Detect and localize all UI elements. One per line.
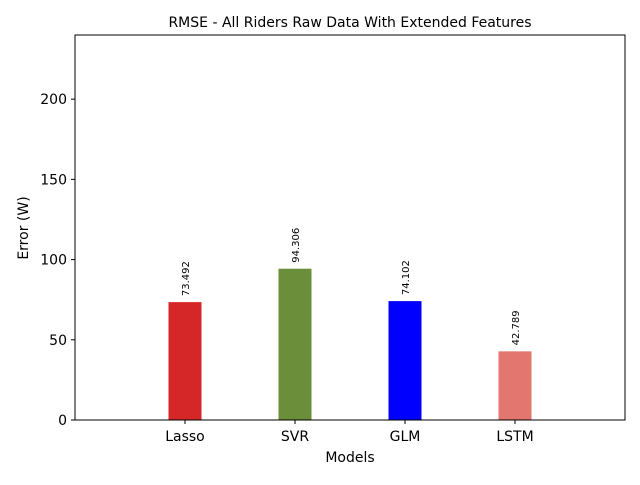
chart-title: RMSE - All Riders Raw Data With Extended…: [168, 15, 531, 31]
bar-svr: [278, 268, 312, 420]
bar-glm: [388, 301, 422, 420]
y-tick-label: 50: [49, 333, 67, 349]
y-tick-label: 0: [58, 413, 67, 429]
bar-lasso: [168, 302, 202, 420]
x-tick-label: LSTM: [496, 429, 533, 445]
bar-lstm: [498, 351, 532, 420]
data-label: 73.492: [181, 261, 192, 296]
y-tick-label: 100: [40, 253, 67, 269]
x-axis-label: Models: [325, 450, 374, 466]
y-axis-label: Error (W): [16, 196, 32, 259]
data-label: 74.102: [401, 260, 412, 295]
data-label: 42.789: [511, 310, 522, 345]
y-tick-label: 150: [40, 172, 67, 188]
axes-frame: [74, 34, 626, 421]
x-tick-label: SVR: [281, 429, 309, 445]
x-tick-label: GLM: [390, 429, 421, 445]
y-tick-label: 200: [40, 92, 67, 108]
plot-area: Lasso 73.492 SVR 94.306 GLM 74.102 LSTM 42.789 0…: [40, 34, 626, 445]
data-label: 94.306: [291, 228, 302, 263]
x-tick-label: Lasso: [165, 429, 205, 445]
